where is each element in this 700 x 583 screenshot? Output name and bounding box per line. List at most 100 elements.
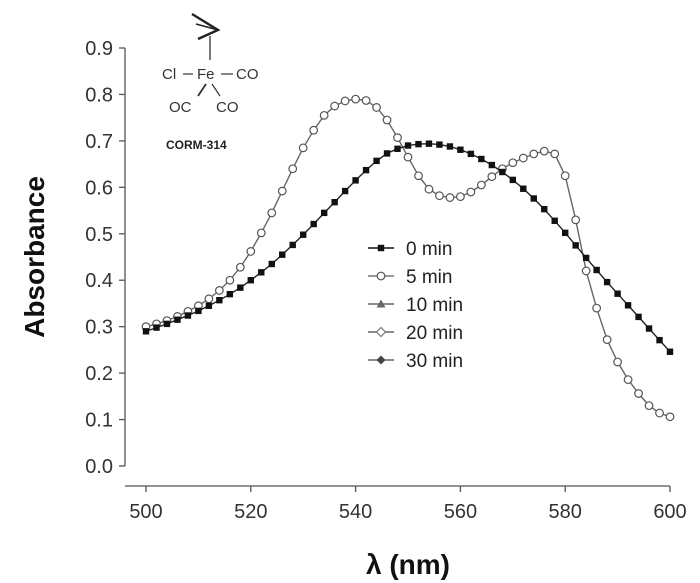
legend-marker xyxy=(375,326,387,338)
data-point xyxy=(562,229,569,237)
series-0 xyxy=(142,140,674,355)
data-point xyxy=(298,143,308,153)
data-point xyxy=(414,171,423,181)
data-point xyxy=(279,251,286,258)
y-ticks: 0.0 0.1 0.2 0.3 0.4 0.5 0.6 0.7 0.8 0.9 xyxy=(85,38,125,478)
x-tick-label: 500 xyxy=(129,501,162,523)
data-point xyxy=(581,266,591,276)
y-tick-label: 0.1 xyxy=(85,410,113,432)
data-point xyxy=(541,205,548,213)
data-point xyxy=(634,389,643,398)
data-point xyxy=(340,96,350,106)
x-tick-label: 560 xyxy=(444,501,477,523)
x-axis-title: λ (nm) xyxy=(366,549,450,580)
data-point xyxy=(550,149,560,159)
data-point xyxy=(539,146,549,156)
data-point xyxy=(174,316,181,323)
data-point xyxy=(382,115,392,125)
data-point xyxy=(478,155,485,163)
x-tick-label: 600 xyxy=(653,501,686,523)
data-point xyxy=(551,217,558,224)
series-1 xyxy=(141,94,675,422)
data-point xyxy=(310,220,317,228)
y-tick-label: 0.4 xyxy=(85,270,113,292)
data-point xyxy=(656,336,663,344)
data-point xyxy=(623,375,633,385)
data-point xyxy=(593,266,600,274)
formula-cl: Cl xyxy=(162,66,176,83)
data-point xyxy=(246,247,256,256)
legend-label: 5 min xyxy=(406,267,452,288)
formula-co: CO xyxy=(236,66,259,83)
y-axis-title: Absorbance xyxy=(19,176,50,338)
data-point xyxy=(508,158,518,168)
data-point xyxy=(237,284,244,291)
data-point xyxy=(184,312,192,319)
bond-fe-oc xyxy=(197,83,207,97)
legend-marker xyxy=(376,355,386,365)
y-tick-label: 0.3 xyxy=(85,317,113,339)
data-point xyxy=(635,313,642,321)
allyl-ligand-drawing xyxy=(191,12,221,60)
data-point xyxy=(195,307,202,315)
data-point xyxy=(425,140,433,147)
data-point xyxy=(351,94,361,104)
y-tick-label: 0.6 xyxy=(85,177,113,199)
data-point xyxy=(624,302,632,309)
data-point xyxy=(457,146,464,153)
data-point xyxy=(560,171,570,181)
data-point xyxy=(256,228,266,238)
data-point xyxy=(331,198,338,206)
data-point xyxy=(571,215,581,225)
data-point xyxy=(289,241,296,249)
data-point xyxy=(361,96,371,105)
legend-label: 20 min xyxy=(406,323,463,344)
data-point xyxy=(247,277,254,284)
data-point xyxy=(592,303,602,313)
data-point xyxy=(665,412,675,422)
data-point xyxy=(362,166,370,174)
data-point xyxy=(373,157,380,165)
data-point xyxy=(582,254,590,262)
data-point xyxy=(436,141,443,148)
y-tick-label: 0.0 xyxy=(85,456,113,478)
data-point xyxy=(319,110,329,120)
data-point xyxy=(320,209,328,217)
data-point xyxy=(518,153,528,163)
data-point xyxy=(530,195,537,202)
data-point xyxy=(394,145,401,152)
data-point xyxy=(487,172,497,182)
data-point xyxy=(277,186,287,196)
legend: 0 min 5 min 10 min 20 min 30 min xyxy=(368,239,463,372)
ligand-oc: OC xyxy=(169,99,192,116)
bond-fe-co-lower xyxy=(211,83,221,97)
data-point xyxy=(372,103,381,112)
legend-marker xyxy=(376,299,386,308)
data-point xyxy=(614,290,621,297)
data-point xyxy=(163,320,171,328)
data-point xyxy=(529,149,539,159)
data-point xyxy=(520,185,527,192)
data-point xyxy=(288,164,298,174)
data-point xyxy=(226,290,234,298)
data-point xyxy=(383,150,391,157)
data-point xyxy=(445,193,455,202)
data-point xyxy=(341,187,349,195)
compound-name: CORM-314 xyxy=(166,138,227,152)
data-point xyxy=(488,161,496,169)
data-point xyxy=(415,140,422,148)
data-point xyxy=(499,168,506,176)
data-point xyxy=(466,187,476,197)
data-point xyxy=(352,177,359,184)
data-point xyxy=(509,176,516,184)
y-tick-label: 0.7 xyxy=(85,131,113,153)
data-point xyxy=(666,348,674,355)
data-point xyxy=(435,191,444,201)
legend-label: 0 min xyxy=(406,239,452,260)
data-point xyxy=(267,208,277,218)
data-point xyxy=(456,192,465,202)
data-point xyxy=(404,142,412,149)
data-point xyxy=(153,324,160,331)
